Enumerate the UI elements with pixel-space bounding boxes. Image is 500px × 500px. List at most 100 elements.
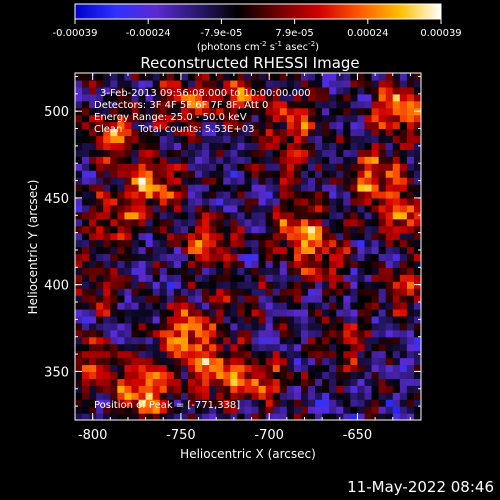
heatmap-cell (138, 225, 147, 234)
heatmap-cell (251, 73, 260, 81)
heatmap-cell (279, 357, 288, 366)
heatmap-cell (293, 288, 302, 296)
heatmap-cell (378, 308, 387, 317)
heatmap-cell (343, 170, 351, 178)
heatmap-cell (399, 246, 408, 255)
heatmap-cell (89, 170, 97, 178)
heatmap-cell (251, 135, 260, 143)
heatmap-cell (315, 79, 323, 88)
heatmap-cell (329, 343, 337, 352)
heatmap-cell (187, 100, 196, 109)
heatmap-cell (322, 114, 330, 123)
heatmap-cell (131, 100, 140, 109)
heatmap-cell (173, 225, 182, 234)
heatmap-cell (244, 204, 253, 213)
heatmap-cell (223, 156, 231, 164)
heatmap-cell (82, 350, 90, 359)
heatmap-cell (406, 239, 415, 248)
heatmap-cell (385, 239, 394, 248)
heatmap-cell (159, 142, 168, 150)
heatmap-cell (322, 156, 330, 164)
heatmap-cell (230, 371, 239, 379)
heatmap-cell (364, 322, 373, 331)
heatmap-cell (166, 392, 175, 400)
heatmap-cell (237, 232, 246, 241)
heatmap-cell (152, 86, 161, 95)
heatmap-cell (244, 197, 253, 206)
heatmap-cell (173, 239, 182, 248)
heatmap-cell (336, 156, 344, 164)
heatmap-cell (378, 378, 387, 386)
heatmap-cell (124, 149, 133, 157)
heatmap-cell (272, 295, 281, 303)
heatmap-cell (89, 267, 97, 275)
heatmap-cell (315, 218, 323, 227)
heatmap-cell (272, 308, 281, 317)
heatmap-cell (322, 79, 330, 88)
heatmap-cell (75, 184, 83, 192)
heatmap-cell (173, 128, 182, 137)
heatmap-cell (89, 218, 97, 227)
heatmap-cell (138, 336, 147, 345)
heatmap-cell (343, 142, 351, 150)
heatmap-cell (145, 79, 154, 88)
heatmap-cell (152, 302, 161, 310)
heatmap-cell (286, 177, 295, 185)
heatmap-cell (124, 392, 133, 400)
heatmap-cell (216, 149, 224, 157)
heatmap-cell (230, 100, 239, 109)
heatmap-cell (138, 364, 147, 373)
heatmap-cell (258, 73, 267, 81)
heatmap-cell (202, 73, 210, 81)
heatmap-cell (413, 357, 421, 366)
heatmap-cell (138, 149, 147, 157)
heatmap-cell (187, 371, 196, 379)
heatmap-cell (371, 364, 380, 373)
heatmap-cell (110, 406, 118, 414)
heatmap-cell (406, 170, 415, 178)
heatmap-cell (209, 163, 217, 171)
heatmap-cell (216, 218, 224, 227)
heatmap-cell (293, 73, 302, 81)
heatmap-cell (152, 267, 161, 275)
heatmap-cell (138, 163, 147, 171)
heatmap-cell (230, 343, 239, 352)
heatmap-cell (202, 239, 210, 248)
heatmap-cell (187, 308, 196, 317)
heatmap-cell (244, 329, 253, 338)
heatmap-cell (364, 288, 373, 296)
heatmap-cell (209, 211, 217, 220)
heatmap-cell (308, 204, 316, 213)
heatmap-cell (96, 225, 104, 234)
heatmap-cell (336, 100, 344, 109)
heatmap-cell (75, 177, 83, 185)
heatmap-cell (131, 184, 140, 192)
heatmap-cell (406, 114, 415, 123)
heatmap-cell (96, 357, 104, 366)
heatmap-cell (399, 100, 408, 109)
heatmap-cell (406, 232, 415, 241)
heatmap-cell (237, 211, 246, 220)
heatmap-cell (223, 392, 231, 400)
heatmap-cell (406, 267, 415, 275)
heatmap-cell (322, 364, 330, 373)
y-axis-title: Heliocentric Y (arcsec) (26, 180, 40, 315)
heatmap-cell (258, 197, 267, 206)
heatmap-cell (357, 413, 366, 420)
heatmap-cell (103, 267, 111, 275)
heatmap-cell (308, 406, 316, 414)
heatmap-cell (152, 197, 161, 206)
heatmap-cell (272, 79, 281, 88)
heatmap-cell (103, 385, 111, 393)
heatmap-cell (202, 107, 210, 116)
heatmap-cell (244, 73, 253, 81)
heatmap-cell (279, 336, 288, 345)
heatmap-cell (124, 413, 133, 420)
heatmap-cell (364, 156, 373, 164)
heatmap-cell (286, 93, 295, 102)
heatmap-cell (286, 392, 295, 400)
heatmap-cell (96, 308, 104, 317)
heatmap-cell (322, 308, 330, 317)
heatmap-cell (180, 135, 189, 143)
heatmap-cell (322, 253, 330, 261)
